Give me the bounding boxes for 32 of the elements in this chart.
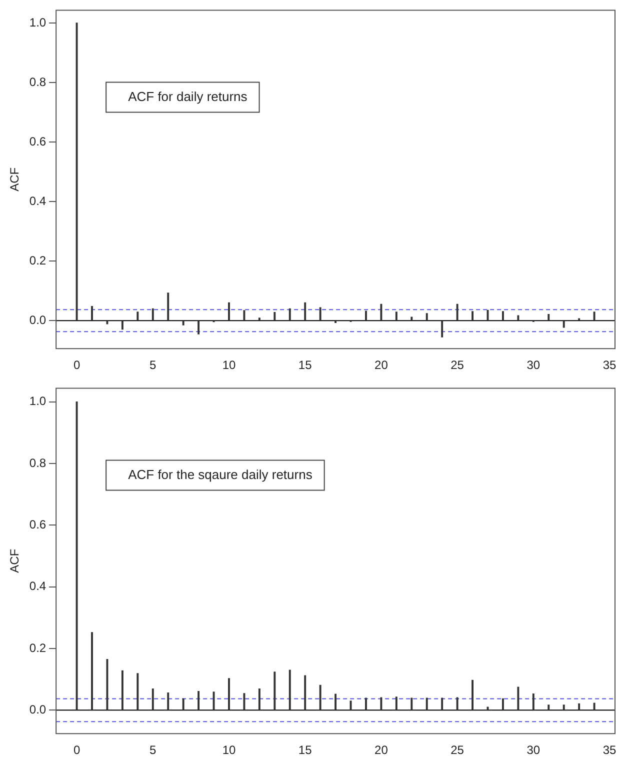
x-tick-label: 25 — [450, 743, 464, 758]
y-axis-title: ACF — [8, 167, 22, 192]
annotation: ACF for the sqaure daily returns — [128, 466, 313, 482]
y-tick-label: 1.0 — [29, 394, 46, 408]
y-tick-label: 0.4 — [29, 194, 46, 208]
x-tick-label: 0 — [73, 358, 80, 372]
y-tick-label: 0.8 — [29, 456, 46, 470]
x-tick-label: 5 — [150, 743, 157, 758]
x-tick-label: 15 — [298, 358, 312, 372]
y-tick-label: 0.6 — [29, 134, 46, 148]
x-tick-label: 15 — [298, 743, 312, 758]
x-tick-label: 20 — [374, 358, 388, 372]
x-tick-label: 30 — [526, 358, 540, 372]
x-tick-label: 0 — [73, 743, 80, 758]
x-tick-label: 25 — [450, 358, 464, 372]
x-tick-label: 35 — [602, 358, 617, 372]
y-tick-label: 0.2 — [29, 640, 46, 655]
annotation: ACF for daily returns — [128, 88, 248, 104]
y-tick-label: 0.2 — [29, 253, 46, 268]
x-tick-label: 35 — [602, 743, 617, 758]
y-tick-label: 0.8 — [29, 74, 46, 89]
y-tick-label: 0.4 — [29, 579, 46, 594]
x-tick-label: 10 — [222, 358, 236, 372]
y-axis-title: ACF — [8, 548, 22, 573]
y-tick-label: 0.0 — [29, 702, 46, 716]
x-tick-label: 20 — [374, 743, 388, 758]
y-tick-label: 0.0 — [29, 312, 46, 327]
x-tick-label: 5 — [150, 358, 157, 372]
x-tick-label: 10 — [222, 743, 236, 758]
y-tick-label: 1.0 — [29, 15, 46, 30]
x-tick-label: 30 — [526, 743, 540, 758]
y-tick-label: 0.6 — [29, 517, 46, 532]
